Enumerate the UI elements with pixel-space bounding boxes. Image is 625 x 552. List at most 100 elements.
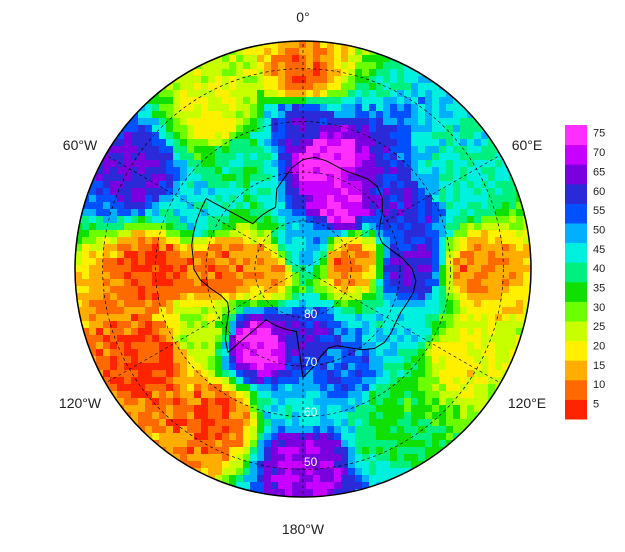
heatmap-cell bbox=[124, 167, 132, 175]
heatmap-cell bbox=[327, 118, 335, 126]
heatmap-cell bbox=[250, 321, 258, 329]
heatmap-cell bbox=[425, 118, 433, 126]
heatmap-cell bbox=[222, 307, 230, 315]
heatmap-cell bbox=[180, 202, 188, 210]
heatmap-cell bbox=[236, 146, 244, 154]
heatmap-cell bbox=[257, 62, 265, 70]
heatmap-cell bbox=[390, 342, 398, 350]
heatmap-cell bbox=[509, 237, 517, 245]
heatmap-cell bbox=[236, 314, 244, 322]
heatmap-cell bbox=[117, 314, 125, 322]
heatmap-cell bbox=[236, 342, 244, 350]
heatmap-cell bbox=[278, 300, 286, 308]
heatmap-cell bbox=[334, 496, 342, 497]
heatmap-cell bbox=[432, 307, 440, 315]
heatmap-cell bbox=[488, 370, 496, 378]
heatmap-cell bbox=[271, 279, 279, 287]
colorbar-swatch bbox=[565, 340, 587, 361]
heatmap-cell bbox=[145, 104, 153, 112]
heatmap-cell bbox=[404, 258, 412, 266]
heatmap-cell bbox=[425, 181, 433, 189]
heatmap-cell bbox=[348, 377, 356, 385]
heatmap-cell bbox=[439, 286, 447, 294]
colorbar-tick-label: 15 bbox=[593, 360, 605, 372]
heatmap-cell bbox=[411, 300, 419, 308]
heatmap-cell bbox=[376, 384, 384, 392]
heatmap-cell bbox=[418, 279, 426, 287]
heatmap-cell bbox=[264, 237, 272, 245]
heatmap-cell bbox=[404, 307, 412, 315]
heatmap-cell bbox=[404, 279, 412, 287]
heatmap-cell bbox=[306, 335, 314, 343]
heatmap-cell bbox=[495, 349, 503, 357]
heatmap-cell bbox=[418, 90, 426, 98]
heatmap-cell bbox=[390, 244, 398, 252]
heatmap-cell bbox=[474, 356, 482, 364]
heatmap-cell bbox=[159, 244, 167, 252]
heatmap-cell bbox=[299, 307, 307, 315]
heatmap-cell bbox=[201, 265, 209, 273]
heatmap-cell bbox=[446, 97, 454, 105]
heatmap-cell bbox=[327, 335, 335, 343]
heatmap-cell bbox=[509, 265, 517, 273]
heatmap-cell bbox=[103, 251, 111, 259]
heatmap-cell bbox=[250, 118, 258, 126]
heatmap-cell bbox=[432, 356, 440, 364]
heatmap-cell bbox=[117, 356, 125, 364]
heatmap-cell bbox=[327, 230, 335, 238]
heatmap-cell bbox=[327, 300, 335, 308]
heatmap-cell bbox=[166, 286, 174, 294]
heatmap-cell bbox=[243, 433, 251, 441]
heatmap-cell bbox=[166, 300, 174, 308]
heatmap-cell bbox=[180, 160, 188, 168]
heatmap-cell bbox=[390, 426, 398, 434]
heatmap-cell bbox=[103, 139, 111, 147]
heatmap-cell bbox=[103, 356, 111, 364]
heatmap-cell bbox=[124, 405, 132, 413]
heatmap-cell bbox=[131, 132, 139, 140]
heatmap-cell bbox=[271, 447, 279, 455]
heatmap-cell bbox=[208, 377, 216, 385]
heatmap-cell bbox=[306, 83, 314, 91]
heatmap-cell bbox=[292, 335, 300, 343]
heatmap-cell bbox=[320, 293, 328, 301]
heatmap-cell bbox=[467, 286, 475, 294]
heatmap-cell bbox=[327, 454, 335, 462]
heatmap-cell bbox=[474, 216, 482, 224]
heatmap-cell bbox=[124, 349, 132, 357]
heatmap-cell bbox=[138, 307, 146, 315]
heatmap-cell bbox=[432, 447, 440, 455]
heatmap-cell bbox=[117, 132, 125, 140]
heatmap-cell bbox=[201, 328, 209, 336]
heatmap-cell bbox=[411, 118, 419, 126]
heatmap-cell bbox=[243, 83, 251, 91]
heatmap-cell bbox=[208, 195, 216, 203]
heatmap-cell bbox=[271, 475, 279, 483]
heatmap-cell bbox=[110, 342, 118, 350]
heatmap-cell bbox=[117, 237, 125, 245]
heatmap-cell bbox=[439, 118, 447, 126]
heatmap-cell bbox=[257, 377, 265, 385]
heatmap-cell bbox=[271, 237, 279, 245]
heatmap-cell bbox=[110, 279, 118, 287]
heatmap-cell bbox=[124, 237, 132, 245]
heatmap-cell bbox=[390, 216, 398, 224]
heatmap-cell bbox=[474, 160, 482, 168]
heatmap-cell bbox=[285, 426, 293, 434]
heatmap-cell bbox=[376, 251, 384, 259]
heatmap-cell bbox=[264, 69, 272, 77]
heatmap-cell bbox=[201, 251, 209, 259]
heatmap-cell bbox=[376, 111, 384, 119]
heatmap-cell bbox=[523, 251, 531, 259]
heatmap-cell bbox=[236, 202, 244, 210]
heatmap-cell bbox=[250, 475, 258, 483]
heatmap-cell bbox=[397, 258, 405, 266]
heatmap-cell bbox=[446, 335, 454, 343]
heatmap-cell bbox=[124, 230, 132, 238]
heatmap-cell bbox=[425, 279, 433, 287]
heatmap-cell bbox=[180, 146, 188, 154]
heatmap-cell bbox=[355, 230, 363, 238]
heatmap-cell bbox=[348, 258, 356, 266]
heatmap-cell bbox=[390, 412, 398, 420]
